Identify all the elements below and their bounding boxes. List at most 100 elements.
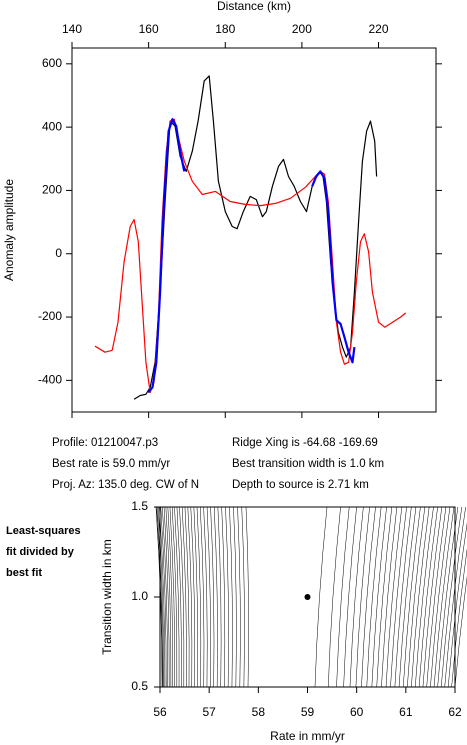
y-tick-label: 400 (42, 119, 62, 133)
plot-frame (71, 47, 437, 413)
y-axis-label: Anomaly amplitude (2, 179, 16, 281)
contour-line (217, 506, 222, 688)
contour-line (213, 506, 218, 688)
contour-line (179, 506, 185, 688)
contour-line (447, 521, 467, 688)
contour-line (426, 506, 447, 688)
contour-line (440, 506, 463, 688)
annotation: Ridge Xing is -64.68 -169.69 (232, 437, 378, 449)
contour-line (162, 506, 168, 688)
chart-title: fit divided by (6, 546, 75, 558)
contour-line (376, 506, 393, 688)
contour-line (349, 506, 364, 688)
contour-line (418, 506, 438, 688)
contour-lines (155, 506, 467, 688)
contour-line (156, 506, 164, 688)
x-tick-label: 61 (399, 705, 413, 719)
x-axis-label: Distance (km) (217, 0, 291, 13)
annotation: Depth to source is 2.71 km (232, 479, 369, 491)
contour-line (193, 506, 199, 688)
data-line (147, 118, 356, 394)
chart-title: Least-squares (6, 525, 81, 537)
y-tick-label: 600 (42, 56, 62, 70)
y-tick-label: 1.0 (131, 589, 148, 603)
contour-line (451, 548, 467, 688)
contour-line (159, 506, 166, 688)
contour-line (225, 506, 229, 688)
data-line (94, 118, 407, 393)
contour-line (411, 506, 430, 688)
contour-line (245, 506, 249, 688)
contour-line (407, 506, 426, 688)
contour-line (398, 506, 417, 688)
y-tick-label: 0 (55, 246, 62, 260)
contour-line (366, 506, 382, 688)
contour-line (403, 506, 421, 688)
annotation: Best rate is 59.0 mm/yr (52, 458, 170, 470)
x-tick-label: 160 (139, 22, 159, 36)
best-fit-point (304, 594, 311, 600)
contour-line (203, 506, 208, 688)
y-tick-label: 0.5 (131, 679, 148, 693)
annotation: Profile: 01210047.p3 (52, 437, 158, 449)
x-tick-label: 140 (62, 22, 82, 36)
y-tick-label: -200 (38, 309, 62, 323)
x-tick-label: 57 (202, 705, 216, 719)
x-tick-label: 180 (215, 22, 235, 36)
x-axis-label: Rate in mm/yr (270, 729, 345, 743)
chart-title: best fit (6, 567, 42, 579)
contour-line (176, 506, 182, 688)
contour-line (190, 506, 196, 688)
contour-line (200, 506, 205, 688)
contour-line (381, 506, 398, 688)
x-tick-label: 58 (252, 705, 266, 719)
x-tick-label: 62 (448, 705, 462, 719)
x-tick-label: 59 (301, 705, 315, 719)
contour-line (167, 506, 174, 688)
contour-line (206, 506, 211, 688)
contour-line (314, 506, 328, 688)
contour-line (328, 506, 341, 688)
contour-line (371, 506, 387, 688)
contour-line (454, 575, 467, 688)
contour-line (165, 506, 172, 688)
x-tick-label: 220 (369, 22, 389, 36)
x-tick-label: 200 (292, 22, 312, 36)
contour-line (169, 506, 176, 688)
contour-line (444, 506, 466, 688)
contour-line (184, 506, 190, 688)
contour-line (430, 506, 451, 688)
contour-line (390, 506, 407, 688)
annotation: Best transition width is 1.0 km (232, 458, 384, 470)
contour-line (233, 506, 237, 688)
contour-line (343, 506, 357, 688)
contour-line (385, 506, 403, 688)
x-tick-label: 56 (153, 705, 167, 719)
y-tick-label: 200 (42, 183, 62, 197)
contour-line (187, 506, 193, 688)
contour-line (163, 506, 170, 688)
contour-line (361, 506, 376, 688)
y-tick-label: -400 (38, 373, 62, 387)
contour-line (196, 506, 202, 688)
contour-line (422, 506, 443, 688)
contour-line (160, 506, 167, 688)
contour-line (415, 506, 434, 688)
contour-line (229, 506, 233, 688)
contour-line (181, 506, 187, 688)
contour-line (394, 506, 412, 688)
contour-line (221, 506, 226, 688)
contour-line (174, 506, 180, 688)
x-tick-label: 60 (350, 705, 364, 719)
contour-line (210, 506, 215, 688)
contour-line (433, 506, 455, 688)
contour-line (336, 506, 350, 688)
annotation: Proj. Az: 135.0 deg. CW of N (52, 479, 199, 491)
contour-line (241, 506, 245, 688)
y-axis-label: Transition width in km (100, 539, 114, 655)
contour-line (355, 506, 370, 688)
contour-line (171, 506, 178, 688)
contour-line (237, 506, 241, 688)
contour-line (156, 506, 163, 688)
